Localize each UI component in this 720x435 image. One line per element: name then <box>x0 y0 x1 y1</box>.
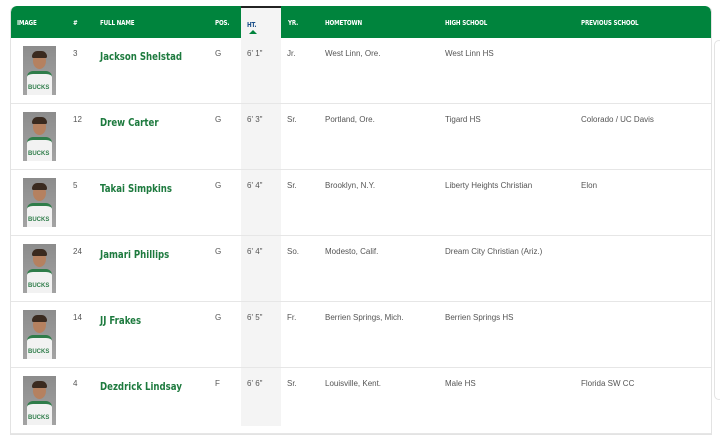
player-high-school: Tigard HS <box>445 115 481 124</box>
player-photo[interactable]: BUCKS <box>23 112 56 161</box>
player-ht: 6' 4" <box>247 181 263 190</box>
player-number: 3 <box>73 49 78 58</box>
player-name-link[interactable]: JJ Frakes <box>100 314 142 327</box>
player-ht: 6' 6" <box>247 379 263 388</box>
player-hometown: West Linn, Ore. <box>325 49 381 58</box>
col-image: IMAGE <box>17 19 37 27</box>
player-pos: G <box>215 181 222 190</box>
player-yr: Sr. <box>287 115 297 124</box>
player-hometown: Louisville, Kent. <box>325 379 382 388</box>
player-ht: 6' 5" <box>247 313 263 322</box>
player-photo[interactable]: BUCKS <box>23 310 56 359</box>
player-high-school: Dream City Christian (Ariz.) <box>445 247 543 256</box>
player-hometown: Portland, Ore. <box>325 115 375 124</box>
player-pos: G <box>215 247 222 256</box>
player-photo[interactable]: BUCKS <box>23 46 56 95</box>
player-previous-school: Florida SW CC <box>581 379 635 388</box>
player-previous-school: Colorado / UC Davis <box>581 115 654 124</box>
player-high-school: Berrien Springs HS <box>445 313 514 322</box>
player-photo[interactable]: BUCKS <box>23 376 56 425</box>
table-row: BUCKS 24 Jamari Phillips G 6' 4" So. Mod… <box>11 236 711 302</box>
player-number: 5 <box>73 181 78 190</box>
player-number: 4 <box>73 379 78 388</box>
side-panel-edge <box>714 40 720 400</box>
player-number: 24 <box>73 247 82 256</box>
player-yr: So. <box>287 247 300 256</box>
player-pos: F <box>215 379 220 388</box>
player-hometown: Berrien Springs, Mich. <box>325 313 404 322</box>
ht-column-highlight <box>241 6 281 426</box>
player-name-link[interactable]: Dezdrick Lindsay <box>100 380 182 393</box>
player-ht: 6' 3" <box>247 115 263 124</box>
player-name-link[interactable]: Jackson Shelstad <box>100 50 183 63</box>
col-full-name[interactable]: FULL NAME <box>100 19 135 27</box>
player-name-link[interactable]: Jamari Phillips <box>100 248 170 261</box>
player-hometown: Modesto, Calif. <box>325 247 379 256</box>
player-pos: G <box>215 49 222 58</box>
player-yr: Sr. <box>287 379 297 388</box>
player-high-school: Male HS <box>445 379 476 388</box>
player-number: 14 <box>73 313 82 322</box>
player-yr: Jr. <box>287 49 296 58</box>
player-hometown: Brooklyn, N.Y. <box>325 181 376 190</box>
col-high-school[interactable]: HIGH SCHOOL <box>445 19 488 27</box>
col-number[interactable]: # <box>73 19 78 27</box>
table-row: BUCKS 5 Takai Simpkins G 6' 4" Sr. Brook… <box>11 170 711 236</box>
table-row: BUCKS 12 Drew Carter G 6' 3" Sr. Portlan… <box>11 104 711 170</box>
player-photo[interactable]: BUCKS <box>23 178 56 227</box>
col-yr[interactable]: YR. <box>288 19 299 27</box>
player-high-school: West Linn HS <box>445 49 494 58</box>
player-name-link[interactable]: Takai Simpkins <box>100 182 173 195</box>
player-yr: Fr. <box>287 313 297 322</box>
player-number: 12 <box>73 115 82 124</box>
player-ht: 6' 4" <box>247 247 263 256</box>
col-previous-school[interactable]: PREVIOUS SCHOOL <box>581 19 639 27</box>
player-pos: G <box>215 313 222 322</box>
col-ht-label: HT. <box>247 21 257 29</box>
col-pos[interactable]: POS. <box>215 19 230 27</box>
player-pos: G <box>215 115 222 124</box>
player-name-link[interactable]: Drew Carter <box>100 116 159 129</box>
col-ht[interactable]: HT. <box>241 6 281 38</box>
table-row: BUCKS 14 JJ Frakes G 6' 5" Fr. Berrien S… <box>11 302 711 368</box>
sort-ascending-icon <box>249 30 257 34</box>
table-row: BUCKS 4 Dezdrick Lindsay F 6' 6" Sr. Lou… <box>11 368 711 434</box>
roster-table: IMAGE # FULL NAME POS. HT. YR. HOMETOWN … <box>10 6 712 435</box>
player-photo[interactable]: BUCKS <box>23 244 56 293</box>
col-hometown[interactable]: HOMETOWN <box>325 19 363 27</box>
player-high-school: Liberty Heights Christian <box>445 181 533 190</box>
table-header: IMAGE # FULL NAME POS. HT. YR. HOMETOWN … <box>11 6 711 38</box>
player-yr: Sr. <box>287 181 297 190</box>
player-ht: 6' 1" <box>247 49 263 58</box>
player-previous-school: Elon <box>581 181 598 190</box>
table-row: BUCKS 3 Jackson Shelstad G 6' 1" Jr. Wes… <box>11 38 711 104</box>
